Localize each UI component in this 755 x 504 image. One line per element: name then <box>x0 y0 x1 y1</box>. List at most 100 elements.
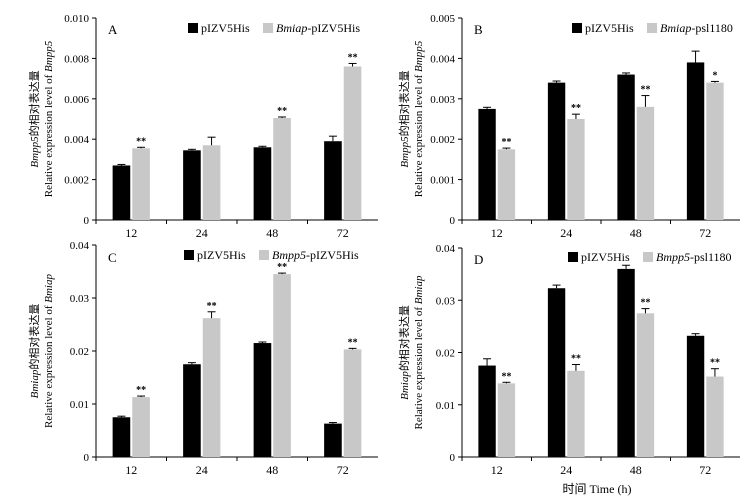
significance-label: ** <box>348 52 358 63</box>
legend-entry: pIZV5His <box>197 248 246 262</box>
bar-treatment <box>567 370 585 457</box>
bar-treatment <box>343 66 362 220</box>
y-axis-label-en: Relative expression level of Bmiap <box>413 275 425 429</box>
y-tick-label: 0.006 <box>64 94 89 106</box>
legend-entry: pIZV5His <box>581 250 630 264</box>
bar-control <box>686 335 705 457</box>
x-tick-label: 48 <box>266 226 278 240</box>
x-tick-label: 72 <box>699 226 711 240</box>
significance-label: ** <box>640 298 650 309</box>
legend-swatch <box>263 23 273 33</box>
significance-label: ** <box>136 136 146 147</box>
significance-label: ** <box>501 137 511 148</box>
x-tick-label: 12 <box>491 226 503 240</box>
significance-label: ** <box>136 385 146 396</box>
x-tick-label: 12 <box>125 463 137 477</box>
y-tick-label: 0 <box>450 452 456 464</box>
y-tick-label: 0.001 <box>430 175 455 187</box>
y-tick-label: 0.03 <box>70 293 90 305</box>
x-tick-label: 12 <box>125 226 137 240</box>
y-tick-label: 0.002 <box>64 175 89 187</box>
y-tick-label: 0.02 <box>436 348 455 360</box>
panel-letter: C <box>108 250 117 265</box>
y-tick-label: 0.010 <box>64 13 89 25</box>
legend-entry: pIZV5His <box>201 21 250 35</box>
y-tick-label: 0.004 <box>64 134 89 146</box>
bar-treatment <box>497 383 516 457</box>
bar-treatment <box>343 349 362 457</box>
y-axis-label-en: Relative expression level of Bmiap <box>43 274 55 428</box>
y-axis-label-en: Relative expression level of Bmpp5 <box>43 40 55 197</box>
y-axis-label-cn: Bmpp5的相对表达量 <box>397 70 411 167</box>
significance-label: ** <box>277 106 287 117</box>
y-axis-label-cn: Bmpp5的相对表达量 <box>27 70 41 167</box>
bar-treatment <box>202 318 221 457</box>
y-axis-label-en: Relative expression level of Bmpp5 <box>413 40 425 197</box>
x-tick-label: 24 <box>560 226 572 240</box>
x-tick-label: 48 <box>630 463 642 477</box>
bar-treatment <box>497 149 516 220</box>
legend-entry: Bmiap-pIZV5His <box>276 21 360 35</box>
bar-treatment <box>567 119 585 220</box>
bar-control <box>183 150 201 220</box>
legend-swatch <box>184 250 194 260</box>
bar-control <box>617 74 635 220</box>
bar-treatment <box>202 145 221 220</box>
y-tick-label: 0 <box>450 215 456 227</box>
significance-label: ** <box>571 103 581 114</box>
legend-entry: pIZV5His <box>585 21 634 35</box>
bar-control <box>253 147 272 220</box>
legend-entry: Bmpp5-psl1180 <box>656 250 732 264</box>
bar-treatment <box>273 117 291 220</box>
bar-control <box>112 417 131 457</box>
bar-control <box>547 288 566 457</box>
bar-control <box>478 365 496 457</box>
x-tick-label: 12 <box>491 463 503 477</box>
y-tick-label: 0.04 <box>436 243 456 255</box>
bar-control <box>183 364 201 457</box>
y-tick-label: 0.008 <box>64 53 89 65</box>
x-tick-label: 48 <box>266 463 278 477</box>
bar-treatment <box>636 106 655 220</box>
panel-letter: B <box>474 22 483 37</box>
y-tick-label: 0.01 <box>70 399 89 411</box>
significance-label: ** <box>640 85 650 96</box>
y-tick-label: 0.004 <box>430 53 455 65</box>
bar-treatment <box>132 148 150 220</box>
significance-label: ** <box>277 262 287 273</box>
panel-a: 0 0.002 0.004 0.006 0.008 0.010 12 ** 24 48 ** 72 **… <box>27 13 378 240</box>
legend-entry: Bmiap-psl1180 <box>660 21 733 35</box>
x-tick-label: 24 <box>196 226 208 240</box>
legend-swatch <box>259 250 269 260</box>
panel-letter: D <box>474 252 483 267</box>
bar-control <box>478 108 496 220</box>
panel-d: 0 0.01 0.02 0.03 0.04 12 ** 24 ** 48 ** 72 ** D pIZV5H… <box>397 243 740 477</box>
y-tick-label: 0.04 <box>70 240 90 252</box>
panel-b: 0 0.001 0.002 0.003 0.004 0.005 12 ** 24 ** 48 ** 72… <box>397 13 740 240</box>
significance-label: ** <box>207 301 217 312</box>
panel-c: 0 0.01 0.02 0.03 0.04 12 ** 24 ** 48 ** 72 ** C pIZV5H… <box>27 240 378 477</box>
significance-label: * <box>712 70 717 81</box>
y-tick-label: 0.002 <box>430 134 455 146</box>
y-tick-label: 0 <box>84 215 90 227</box>
bar-control <box>617 268 635 457</box>
x-tick-label: 24 <box>196 463 208 477</box>
y-axis-label-cn: Bmiap的相对表达量 <box>27 304 41 399</box>
bar-control <box>324 423 342 457</box>
legend-swatch <box>188 23 198 33</box>
significance-label: ** <box>501 371 511 382</box>
bar-treatment <box>636 313 655 457</box>
y-tick-label: 0 <box>84 452 90 464</box>
bar-treatment <box>706 376 724 457</box>
legend-swatch <box>643 252 653 262</box>
bar-treatment <box>273 274 291 457</box>
y-tick-label: 0.03 <box>436 295 456 307</box>
bar-control <box>686 62 705 220</box>
bar-control <box>547 82 566 220</box>
y-tick-label: 0.01 <box>436 400 455 412</box>
y-tick-label: 0.005 <box>430 13 455 25</box>
x-tick-label: 72 <box>337 463 349 477</box>
bar-control <box>112 165 131 220</box>
